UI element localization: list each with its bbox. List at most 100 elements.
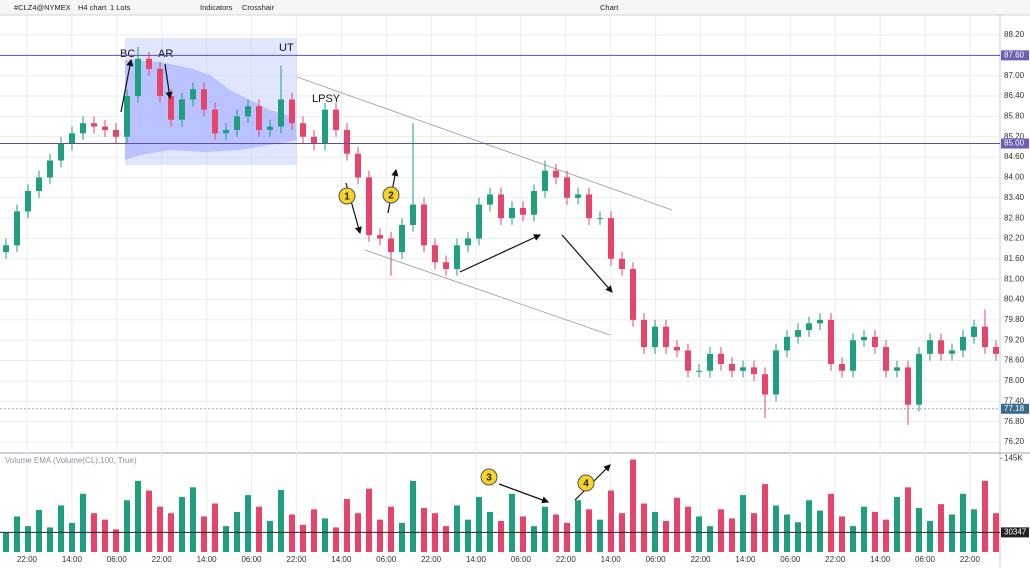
volume-bar [641, 503, 647, 552]
candle-body [388, 238, 394, 253]
y-tick-label: 85.20 [1004, 132, 1025, 141]
volume-bar [278, 489, 284, 552]
volume-bar [245, 495, 251, 552]
volume-bar [520, 516, 526, 552]
candle-body [278, 99, 284, 127]
candle-body [795, 330, 801, 337]
x-tick-label: 06:00 [511, 555, 532, 564]
x-tick-label: 14:00 [870, 555, 891, 564]
candle-body [465, 238, 471, 246]
volume-bar [949, 514, 955, 552]
candle-body [509, 207, 515, 219]
marker-circle [577, 474, 595, 492]
x-tick-label: 06:00 [241, 555, 262, 564]
volume-bar [399, 522, 405, 552]
volume-bar [586, 509, 592, 552]
candle-body [212, 109, 218, 134]
y-tick-label: 88.20 [1004, 30, 1025, 39]
last-price-box [1001, 403, 1029, 414]
x-tick-label: 06:00 [646, 555, 667, 564]
volume-bar [960, 493, 966, 552]
y-tick-label: 79.20 [1004, 335, 1025, 344]
candle-body [168, 96, 174, 120]
volume-bar [146, 490, 152, 552]
candle-body [531, 191, 537, 215]
candle-body [311, 136, 317, 144]
x-tick-label: 22:00 [286, 555, 307, 564]
candle-body [828, 319, 834, 364]
candle-body [157, 68, 163, 97]
volume-bar [597, 519, 603, 552]
x-tick-label: 06:00 [107, 555, 128, 564]
y-tick-label: 81.60 [1004, 254, 1025, 263]
candle-body [927, 340, 933, 354]
candle-body [113, 129, 119, 137]
candle-body [850, 340, 856, 371]
volume-bar [212, 503, 218, 552]
candle-body [564, 177, 570, 198]
volume-bar [157, 506, 163, 552]
candle-body [630, 269, 636, 320]
y-tick-label: 82.80 [1004, 213, 1025, 222]
candle-body [80, 123, 86, 134]
volume-bar [927, 520, 933, 552]
volume-bar [685, 506, 691, 552]
candle-body [476, 204, 482, 239]
candle-body [355, 153, 361, 178]
candle-body [762, 374, 768, 395]
volume-bar [124, 500, 130, 552]
candle-body [256, 106, 262, 130]
x-tick-label: 14:00 [62, 555, 83, 564]
candle-body [14, 211, 20, 246]
candle-body [740, 367, 746, 371]
symbol[interactable]: #CLZ4@NYMEX [14, 3, 71, 12]
volume-bar [223, 526, 229, 552]
candle-body [344, 129, 350, 154]
level-label: 85.00 [1004, 139, 1025, 148]
chart-type[interactable]: H4 chart [78, 3, 107, 12]
candle-body [553, 170, 559, 178]
candle-body [234, 116, 240, 130]
candle-body [729, 363, 735, 371]
y-tick-label: 76.80 [1004, 417, 1025, 426]
volume-bar [828, 493, 834, 552]
candle-body [938, 340, 944, 354]
volume-bar [938, 504, 944, 552]
toolbar [0, 0, 1030, 15]
volume-bar [806, 500, 812, 552]
y-tick-label: 78.60 [1004, 356, 1025, 365]
indicators-button[interactable]: Indicators [200, 3, 233, 12]
volume-bar [322, 518, 328, 552]
volume-bar [366, 488, 372, 552]
candle-body [685, 350, 691, 371]
candle-body [69, 133, 75, 144]
candle-body [916, 353, 922, 405]
volume-bar [3, 532, 9, 552]
level-box [1001, 138, 1029, 149]
candle-body [91, 123, 97, 127]
volume-bar [135, 480, 141, 552]
candle-body [47, 160, 53, 178]
volume-bar [333, 527, 339, 552]
y-tick-label: 76.20 [1004, 437, 1025, 446]
volume-bar [696, 516, 702, 552]
candle-body [982, 326, 988, 348]
candle-body [949, 350, 955, 354]
candle-body [773, 350, 779, 395]
crosshair-button[interactable]: Crosshair [242, 3, 275, 12]
candle-body [663, 326, 669, 348]
candle-body [3, 245, 9, 253]
y-tick-label: 78.00 [1004, 376, 1025, 385]
volume-bar [762, 484, 768, 552]
volume-bar [883, 519, 889, 552]
volume-title: Volume EMA (Volume(CL),100, True) [5, 456, 137, 465]
lots[interactable]: 1 Lots [110, 3, 131, 12]
candle-body [894, 367, 900, 371]
volume-bar [256, 506, 262, 552]
volume-bar [729, 518, 735, 552]
candle-body [36, 177, 42, 192]
x-tick-label: 14:00 [601, 555, 622, 564]
y-tick-label: 77.40 [1004, 396, 1025, 405]
volume-bar [80, 493, 86, 552]
marker-number: 2 [388, 191, 394, 202]
